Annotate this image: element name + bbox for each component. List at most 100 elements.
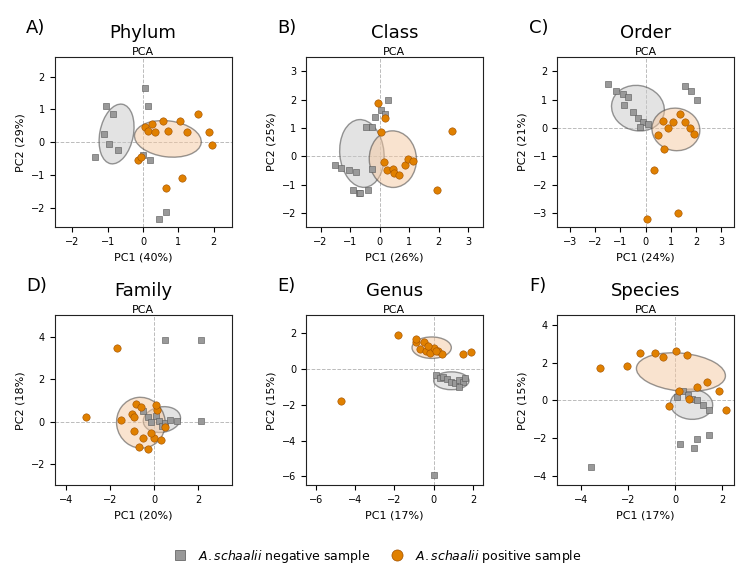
Point [446, 377, 458, 386]
Point [145, 156, 157, 165]
Point [677, 386, 689, 396]
Point [380, 113, 392, 123]
Point [151, 406, 163, 415]
Point [720, 406, 732, 415]
Point [414, 345, 426, 354]
Point [388, 169, 400, 178]
Point [441, 374, 453, 384]
Point [435, 349, 447, 358]
Point [618, 101, 630, 110]
Point [142, 126, 154, 135]
Point [153, 416, 165, 425]
Point [688, 443, 700, 452]
Point [366, 122, 378, 131]
X-axis label: PC1 (17%): PC1 (17%) [365, 511, 424, 521]
Point [663, 401, 675, 411]
Point [424, 348, 436, 358]
Ellipse shape [143, 407, 181, 433]
Point [465, 347, 477, 357]
Text: Family: Family [114, 282, 172, 300]
Title: PCA: PCA [383, 305, 405, 316]
Point [378, 157, 390, 166]
Point [89, 152, 101, 161]
Point [145, 417, 157, 426]
Point [407, 156, 419, 165]
Point [431, 185, 443, 195]
Legend: $\it{A. schaalii}$ negative sample, $\it{A. schaalii}$ positive sample: $\it{A. schaalii}$ negative sample, $\it… [163, 543, 586, 570]
Point [673, 209, 685, 218]
Ellipse shape [652, 108, 700, 151]
Point [139, 84, 151, 93]
Point [453, 382, 465, 392]
Point [100, 101, 112, 111]
Point [126, 410, 138, 419]
Point [593, 363, 605, 373]
Point [428, 343, 440, 353]
Point [130, 399, 142, 408]
Point [691, 382, 703, 392]
Point [157, 116, 169, 126]
Point [649, 166, 661, 175]
Point [172, 416, 184, 425]
Y-axis label: PC2 (15%): PC2 (15%) [518, 371, 527, 430]
Text: Genus: Genus [366, 282, 423, 300]
Text: A): A) [26, 19, 46, 37]
Ellipse shape [339, 120, 384, 187]
Text: B): B) [278, 19, 297, 37]
Text: E): E) [278, 277, 296, 295]
Point [79, 413, 91, 422]
Point [139, 123, 151, 132]
Title: PCA: PCA [383, 47, 405, 57]
Point [142, 101, 154, 111]
Point [673, 109, 685, 119]
Ellipse shape [637, 353, 726, 392]
Point [449, 378, 461, 387]
Point [115, 415, 127, 424]
Point [137, 407, 149, 416]
Point [369, 112, 381, 122]
Point [410, 334, 422, 343]
Point [153, 214, 165, 223]
Point [670, 347, 682, 356]
Title: PCA: PCA [132, 305, 154, 316]
Point [642, 119, 654, 128]
Point [431, 347, 443, 356]
Point [145, 429, 157, 438]
Point [610, 86, 622, 96]
Point [151, 412, 163, 421]
Point [657, 116, 669, 126]
Point [392, 331, 404, 340]
Title: PCA: PCA [634, 305, 657, 316]
Point [128, 427, 140, 436]
Point [142, 413, 154, 422]
Point [627, 108, 639, 117]
Point [652, 131, 664, 140]
Point [671, 392, 683, 401]
Point [137, 150, 149, 160]
Point [342, 166, 354, 175]
Point [685, 394, 697, 403]
Point [132, 156, 144, 165]
Point [350, 167, 362, 176]
Point [674, 439, 686, 449]
X-axis label: PC1 (24%): PC1 (24%) [616, 252, 675, 263]
Point [691, 434, 703, 444]
Point [142, 445, 154, 454]
Text: C): C) [529, 19, 548, 37]
Point [679, 118, 691, 127]
Point [419, 347, 431, 356]
Text: Phylum: Phylum [109, 24, 177, 42]
Point [701, 377, 713, 386]
Point [330, 160, 342, 169]
Ellipse shape [670, 389, 713, 419]
Ellipse shape [369, 131, 416, 187]
X-axis label: PC1 (40%): PC1 (40%) [114, 252, 172, 263]
Point [684, 123, 696, 132]
Point [366, 165, 378, 174]
Point [601, 79, 613, 89]
Point [380, 109, 392, 119]
Point [657, 353, 669, 362]
Point [192, 110, 204, 119]
Point [662, 123, 674, 132]
Point [195, 335, 207, 344]
